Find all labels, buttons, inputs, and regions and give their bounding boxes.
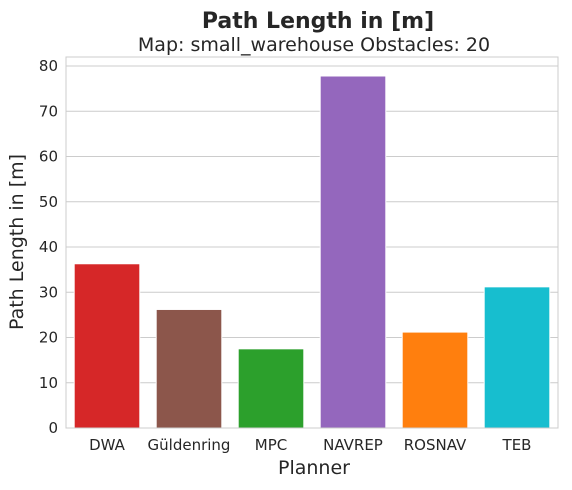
gridlines (66, 65, 558, 384)
y-tick-label: 50 (39, 193, 58, 211)
y-tick-label: 10 (39, 374, 58, 392)
y-tick-label: 40 (39, 238, 58, 256)
chart-title: Path Length in [m] (202, 9, 434, 34)
x-tick-label: MPC (255, 436, 287, 454)
x-axis-ticks: DWA Güldenring MPC NAVREP ROSNAV TEB (89, 436, 531, 454)
bar-g-ldenring (155, 308, 223, 429)
x-axis-label: Planner (278, 457, 350, 479)
bar-navrep (319, 75, 387, 429)
y-tick-label: 70 (39, 102, 58, 120)
y-tick-label: 60 (39, 148, 58, 166)
y-tick-label: 0 (48, 419, 58, 437)
bar-dwa (73, 263, 141, 429)
chart-subtitle: Map: small_warehouse Obstacles: 20 (138, 34, 490, 56)
y-axis-ticks: 0 10 20 30 40 50 60 70 80 (39, 57, 58, 437)
plot-frame (65, 56, 559, 429)
x-tick-label: Güldenring (148, 436, 231, 454)
x-tick-label: TEB (502, 436, 532, 454)
bar-mpc (237, 348, 305, 429)
x-tick-label: ROSNAV (404, 436, 467, 454)
bar-teb (483, 286, 551, 429)
y-tick-label: 30 (39, 283, 58, 301)
y-axis-label: Path Length in [m] (6, 154, 28, 330)
x-tick-label: NAVREP (323, 436, 383, 454)
y-tick-label: 20 (39, 329, 58, 347)
bars (73, 75, 551, 429)
y-tick-label: 80 (39, 57, 58, 75)
bar-rosnav (401, 331, 469, 429)
x-tick-label: DWA (89, 436, 126, 454)
